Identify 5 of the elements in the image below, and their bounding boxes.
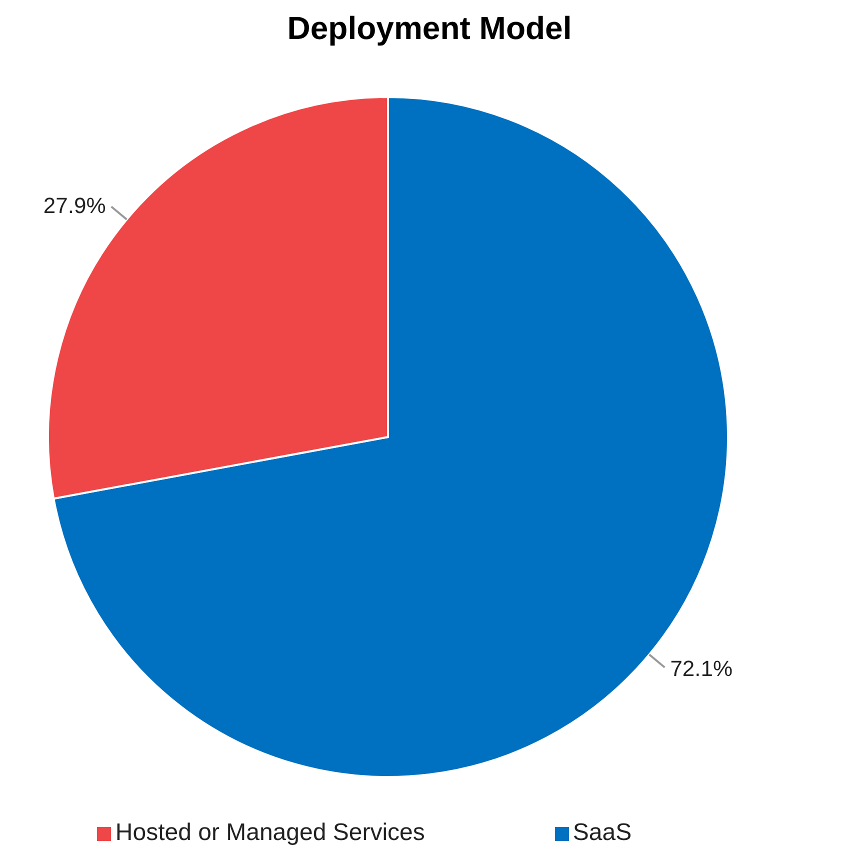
legend-label: Hosted or Managed Services bbox=[115, 819, 425, 846]
legend-label: SaaS bbox=[572, 819, 632, 846]
chart-title: Deployment Model bbox=[286, 9, 573, 48]
data-label: 27.9% bbox=[43, 192, 106, 218]
data-label: 72.1% bbox=[670, 656, 733, 682]
